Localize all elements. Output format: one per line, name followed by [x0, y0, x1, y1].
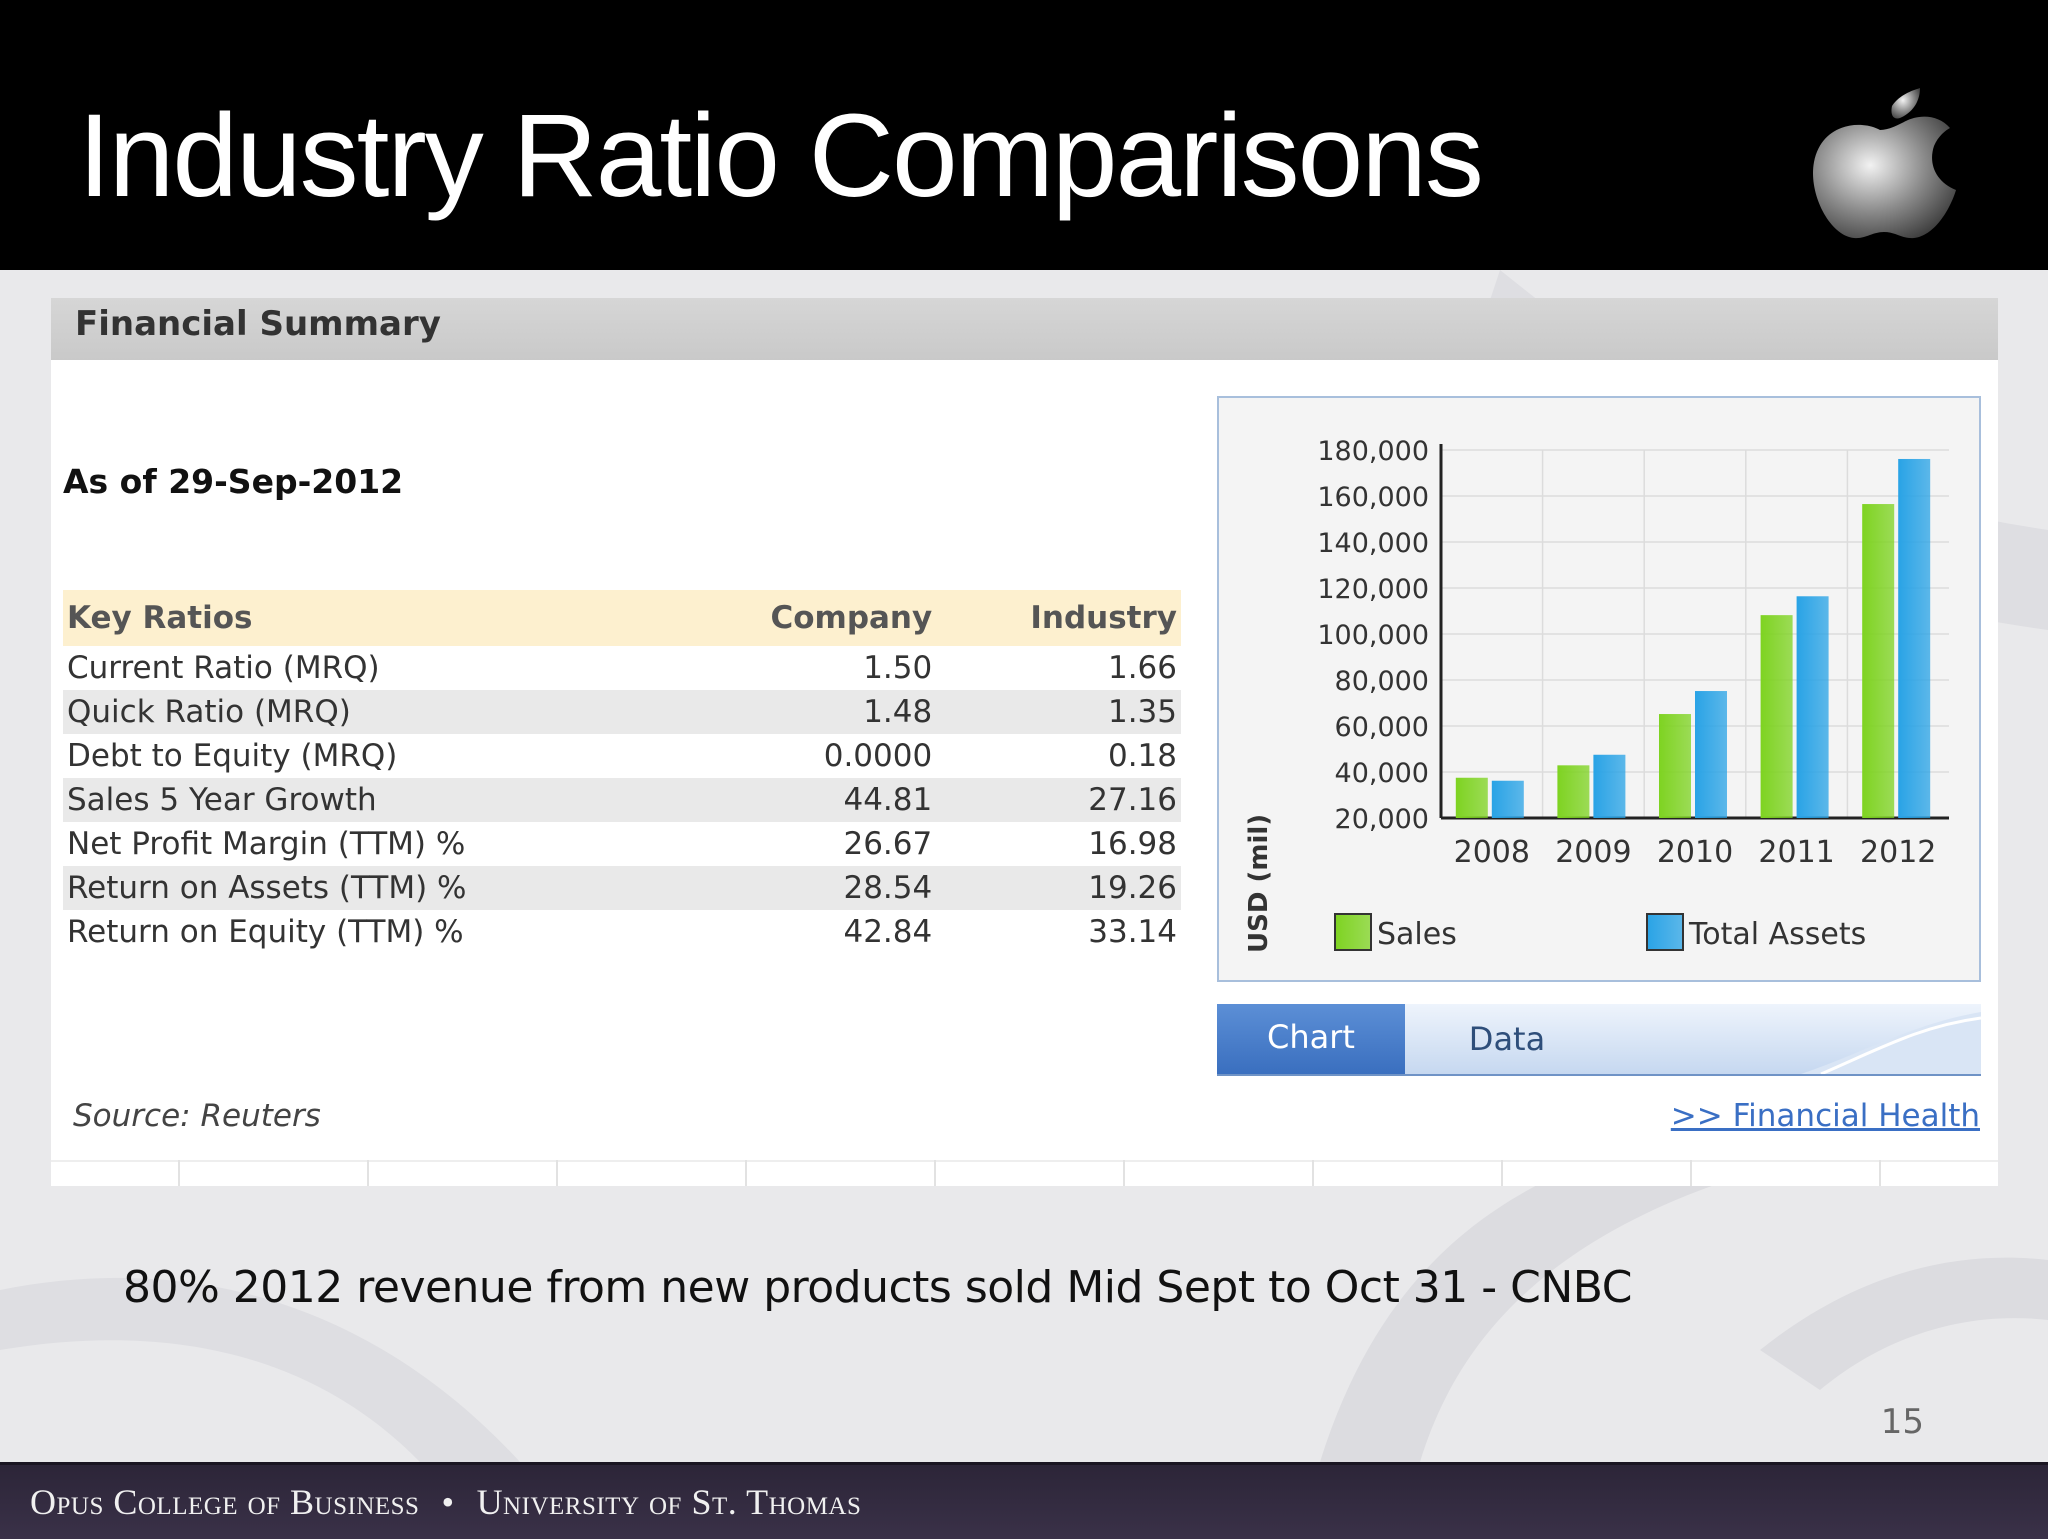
ratio-name: Quick Ratio (MRQ): [63, 690, 616, 734]
industry-value: 16.98: [1088, 826, 1177, 862]
x-tick-label: 2009: [1555, 835, 1631, 870]
footer-separator: •: [441, 1482, 455, 1522]
industry-value: 27.16: [936, 778, 1181, 822]
as-of-date: As of 29-Sep-2012: [63, 462, 404, 501]
bar-total-assets-2008: [1491, 780, 1524, 818]
table-row: Current Ratio (MRQ) 1.50 1.66: [63, 646, 1181, 690]
apple-logo-icon: [1813, 88, 1956, 239]
slide-note: 80% 2012 revenue from new products sold …: [123, 1262, 1632, 1313]
table-row: Quick Ratio (MRQ) 1.48 1.35: [63, 690, 1181, 734]
ratio-name: Debt to Equity (MRQ): [67, 738, 398, 774]
bar-sales-2011: [1760, 615, 1793, 818]
footer-college: Opus College of Business: [30, 1482, 420, 1522]
company-value: 44.81: [615, 778, 937, 822]
panel-bottom-ruler: [51, 1160, 1998, 1186]
industry-value: 1.66: [1107, 650, 1177, 686]
y-tick-label: 60,000: [1335, 712, 1429, 743]
column-header-key-ratios: Key Ratios: [63, 590, 616, 646]
x-tick-label: 2011: [1758, 835, 1834, 870]
tab-data[interactable]: Data: [1468, 1020, 1546, 1058]
company-value: 42.84: [843, 914, 933, 950]
table-row: Return on Assets (TTM) % 28.54 19.26: [63, 866, 1181, 910]
tab-bar-decoration: [1801, 1012, 1981, 1074]
industry-value: 19.26: [936, 866, 1181, 910]
y-tick-label: 180,000: [1317, 436, 1429, 467]
x-tick-label: 2012: [1860, 835, 1936, 870]
y-tick-label: 160,000: [1317, 482, 1429, 513]
ratio-name: Net Profit Margin (TTM) %: [67, 826, 466, 862]
table-header-row: Key Ratios Company Industry: [63, 590, 1181, 646]
bar-sales-2010: [1659, 714, 1691, 818]
company-value: 1.50: [863, 650, 933, 686]
ratio-name: Return on Assets (TTM) %: [63, 866, 616, 910]
tab-chart[interactable]: Chart: [1217, 1004, 1405, 1074]
ratio-name: Current Ratio (MRQ): [67, 650, 380, 686]
ratio-name: Return on Equity (TTM) %: [67, 914, 464, 950]
legend-swatch-total-assets: [1646, 913, 1684, 951]
title-bar: Industry Ratio Comparisons: [0, 0, 2048, 270]
y-axis-label: USD (mil): [1244, 814, 1274, 953]
financial-health-link[interactable]: >> Financial Health: [1670, 1098, 1980, 1134]
chart-tab-bar: Chart Data: [1217, 1004, 1981, 1076]
bar-total-assets-2012: [1898, 458, 1931, 818]
table-row: Sales 5 Year Growth 44.81 27.16: [63, 778, 1181, 822]
industry-value: 33.14: [1088, 914, 1177, 950]
table-row: Net Profit Margin (TTM) % 26.67 16.98: [63, 822, 1181, 866]
y-tick-label: 140,000: [1317, 528, 1429, 559]
y-tick-label: 100,000: [1317, 620, 1429, 651]
table-row: Return on Equity (TTM) % 42.84 33.14: [63, 910, 1181, 954]
ratio-name: Sales 5 Year Growth: [63, 778, 616, 822]
company-value: 28.54: [615, 866, 937, 910]
bar-sales-2008: [1455, 777, 1488, 818]
legend-swatch-sales: [1334, 913, 1372, 951]
y-tick-label: 40,000: [1335, 758, 1429, 789]
x-tick-label: 2010: [1657, 835, 1733, 870]
panel-header: Financial Summary: [51, 298, 1998, 360]
source-note: Source: Reuters: [73, 1098, 321, 1134]
legend-label-total-assets: Total Assets: [1688, 917, 1866, 952]
sales-assets-bar-chart: 20,000 40,000 60,000 80,000 100,000 120,000 14…: [1244, 436, 1949, 953]
chart-widget: 20,000 40,000 60,000 80,000 100,000 120,000 14…: [1217, 396, 1981, 982]
y-tick-label: 80,000: [1335, 666, 1429, 697]
bar-sales-2009: [1557, 765, 1590, 818]
slide-title: Industry Ratio Comparisons: [78, 90, 1484, 222]
financial-summary-panel: Financial Summary As of 29-Sep-2012 Key …: [51, 298, 1998, 1186]
bar-total-assets-2010: [1695, 691, 1727, 818]
x-tick-label: 2008: [1454, 835, 1530, 870]
key-ratios-table: Key Ratios Company Industry Current Rati…: [63, 590, 1181, 954]
bar-total-assets-2009: [1593, 754, 1626, 818]
table-row: Debt to Equity (MRQ) 0.0000 0.18: [63, 734, 1181, 778]
company-value: 0.0000: [823, 738, 933, 774]
footer-bar: Opus College of Business • University of S…: [0, 1462, 2048, 1539]
industry-value: 0.18: [1107, 738, 1177, 774]
panel-header-title: Financial Summary: [75, 304, 441, 344]
legend-label-sales: Sales: [1377, 917, 1457, 952]
company-value: 26.67: [843, 826, 933, 862]
column-header-industry: Industry: [936, 590, 1181, 646]
page-number: 15: [1880, 1402, 1924, 1442]
footer-university: University of St. Thomas: [476, 1482, 862, 1522]
bar-total-assets-2011: [1796, 596, 1829, 818]
company-value: 1.48: [615, 690, 937, 734]
y-tick-label: 20,000: [1335, 804, 1429, 835]
bar-sales-2012: [1862, 504, 1895, 818]
footer-text: Opus College of Business • University of S…: [30, 1481, 861, 1523]
y-tick-label: 120,000: [1317, 574, 1429, 605]
industry-value: 1.35: [936, 690, 1181, 734]
column-header-company: Company: [615, 590, 937, 646]
